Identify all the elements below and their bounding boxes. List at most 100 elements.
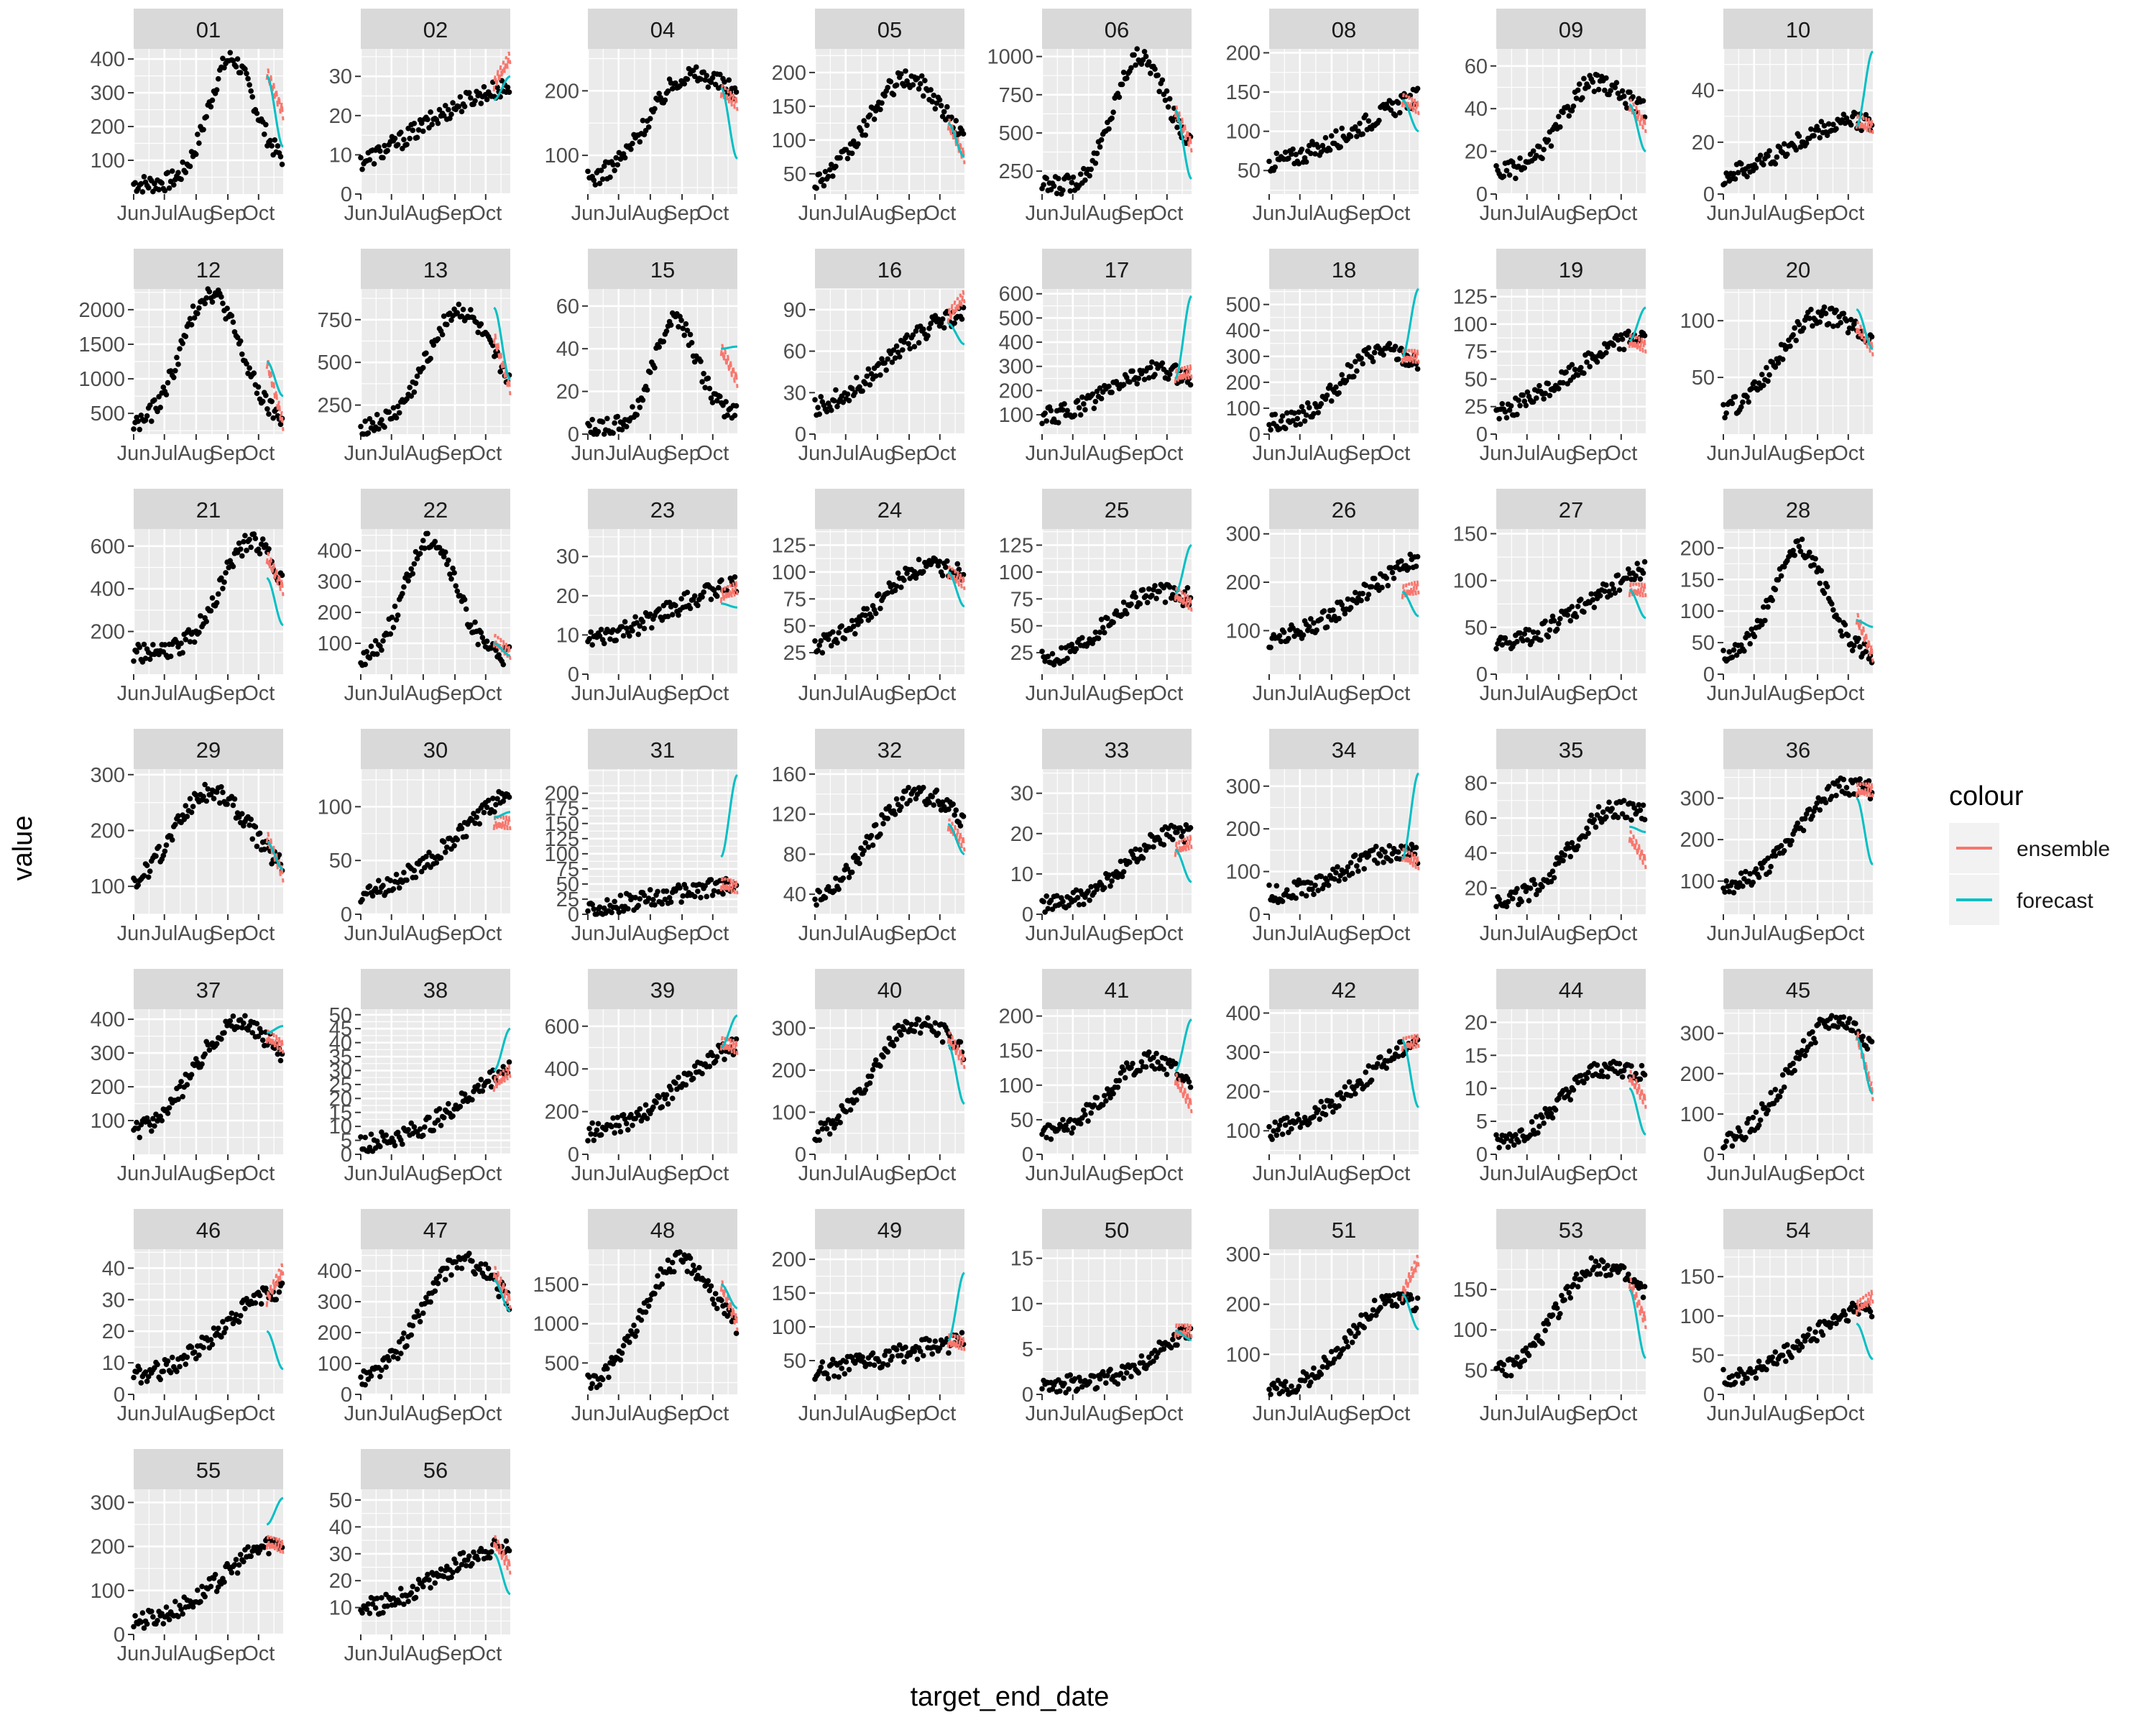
facet-strip-label: 26 bbox=[1332, 497, 1356, 523]
observed-point bbox=[726, 77, 732, 83]
facet-strip bbox=[361, 9, 510, 49]
panel-background bbox=[1042, 49, 1192, 194]
observed-point bbox=[1618, 332, 1624, 338]
observed-point bbox=[1603, 814, 1609, 820]
x-tick-label: Jun bbox=[1480, 922, 1514, 945]
observed-point bbox=[637, 1106, 643, 1112]
observed-point bbox=[1796, 543, 1802, 550]
observed-point bbox=[1109, 390, 1115, 395]
observed-point bbox=[1619, 88, 1626, 94]
observed-point bbox=[714, 397, 720, 404]
y-tick-label: 80 bbox=[1465, 772, 1488, 795]
observed-point bbox=[1641, 816, 1648, 823]
observed-point bbox=[380, 155, 386, 161]
observed-point bbox=[678, 899, 684, 905]
observed-point bbox=[1381, 860, 1386, 865]
observed-point bbox=[139, 659, 146, 665]
observed-point bbox=[850, 623, 857, 630]
observed-point bbox=[463, 606, 469, 612]
observed-point bbox=[484, 96, 490, 103]
x-tick-label: Jul bbox=[1286, 442, 1313, 465]
observed-point bbox=[1545, 634, 1552, 640]
x-tick-label: Jun bbox=[1480, 202, 1514, 225]
x-tick-label: Sep bbox=[209, 1162, 247, 1185]
observed-point bbox=[1137, 847, 1143, 853]
observed-point bbox=[1493, 645, 1499, 652]
observed-point bbox=[872, 610, 879, 617]
observed-point bbox=[414, 373, 420, 380]
observed-point bbox=[1371, 576, 1378, 581]
x-tick-label: Sep bbox=[663, 202, 701, 225]
observed-point bbox=[1848, 316, 1854, 323]
observed-point bbox=[833, 163, 839, 170]
observed-point bbox=[918, 73, 925, 79]
y-tick-label: 100 bbox=[1680, 310, 1715, 333]
observed-point bbox=[178, 176, 184, 183]
x-tick-label: Oct bbox=[1832, 682, 1864, 705]
observed-point bbox=[944, 104, 950, 110]
y-tick-label: 20 bbox=[1692, 132, 1715, 155]
x-tick-label: Jul bbox=[1741, 682, 1767, 705]
observed-point bbox=[1630, 93, 1636, 100]
observed-point bbox=[885, 815, 891, 822]
observed-point bbox=[1506, 172, 1513, 178]
observed-point bbox=[834, 403, 840, 410]
observed-point bbox=[889, 359, 895, 365]
observed-point bbox=[196, 305, 202, 311]
observed-point bbox=[1312, 151, 1318, 157]
observed-point bbox=[435, 1117, 441, 1123]
forecast-line bbox=[947, 121, 965, 158]
observed-point bbox=[1306, 142, 1312, 149]
observed-point bbox=[867, 382, 873, 388]
observed-point bbox=[1098, 395, 1105, 402]
facet-strip-label: 15 bbox=[650, 257, 675, 282]
facet-strip-label: 28 bbox=[1786, 497, 1810, 523]
observed-point bbox=[193, 151, 199, 157]
observed-point bbox=[1803, 140, 1810, 146]
observed-point bbox=[1300, 408, 1307, 415]
ensemble-line bbox=[946, 565, 966, 591]
observed-point bbox=[1613, 333, 1620, 339]
observed-point bbox=[1133, 62, 1138, 68]
observed-point bbox=[178, 640, 184, 646]
observed-point bbox=[819, 650, 826, 656]
x-tick-label: Oct bbox=[469, 1162, 502, 1185]
observed-point bbox=[1153, 595, 1159, 602]
observed-point bbox=[180, 340, 185, 346]
observed-point bbox=[1146, 586, 1152, 592]
x-tick-label: Jul bbox=[605, 202, 632, 225]
observed-point bbox=[1594, 359, 1600, 365]
observed-point bbox=[1857, 776, 1863, 782]
observed-point bbox=[698, 359, 704, 364]
facet-strip-label: 24 bbox=[877, 497, 902, 523]
observed-point bbox=[1164, 88, 1170, 94]
observed-point bbox=[1092, 398, 1099, 405]
observed-point bbox=[586, 423, 592, 429]
observed-point bbox=[187, 163, 193, 170]
observed-point bbox=[432, 538, 438, 545]
observed-point bbox=[916, 86, 922, 92]
observed-point bbox=[619, 624, 625, 630]
observed-point bbox=[248, 544, 254, 551]
x-tick-label: Jul bbox=[832, 922, 859, 945]
y-tick-label: 0 bbox=[1476, 423, 1488, 446]
observed-point bbox=[935, 563, 941, 569]
observed-point bbox=[1792, 325, 1797, 331]
observed-point bbox=[1581, 75, 1587, 82]
observed-point bbox=[169, 168, 175, 174]
observed-point bbox=[1541, 396, 1547, 402]
panel-background bbox=[1496, 529, 1646, 674]
observed-point bbox=[1641, 558, 1648, 565]
observed-point bbox=[1120, 382, 1127, 387]
observed-point bbox=[448, 576, 454, 582]
observed-point bbox=[1149, 359, 1155, 365]
ensemble-line bbox=[1855, 114, 1874, 134]
x-tick-label: Jun bbox=[344, 442, 378, 465]
